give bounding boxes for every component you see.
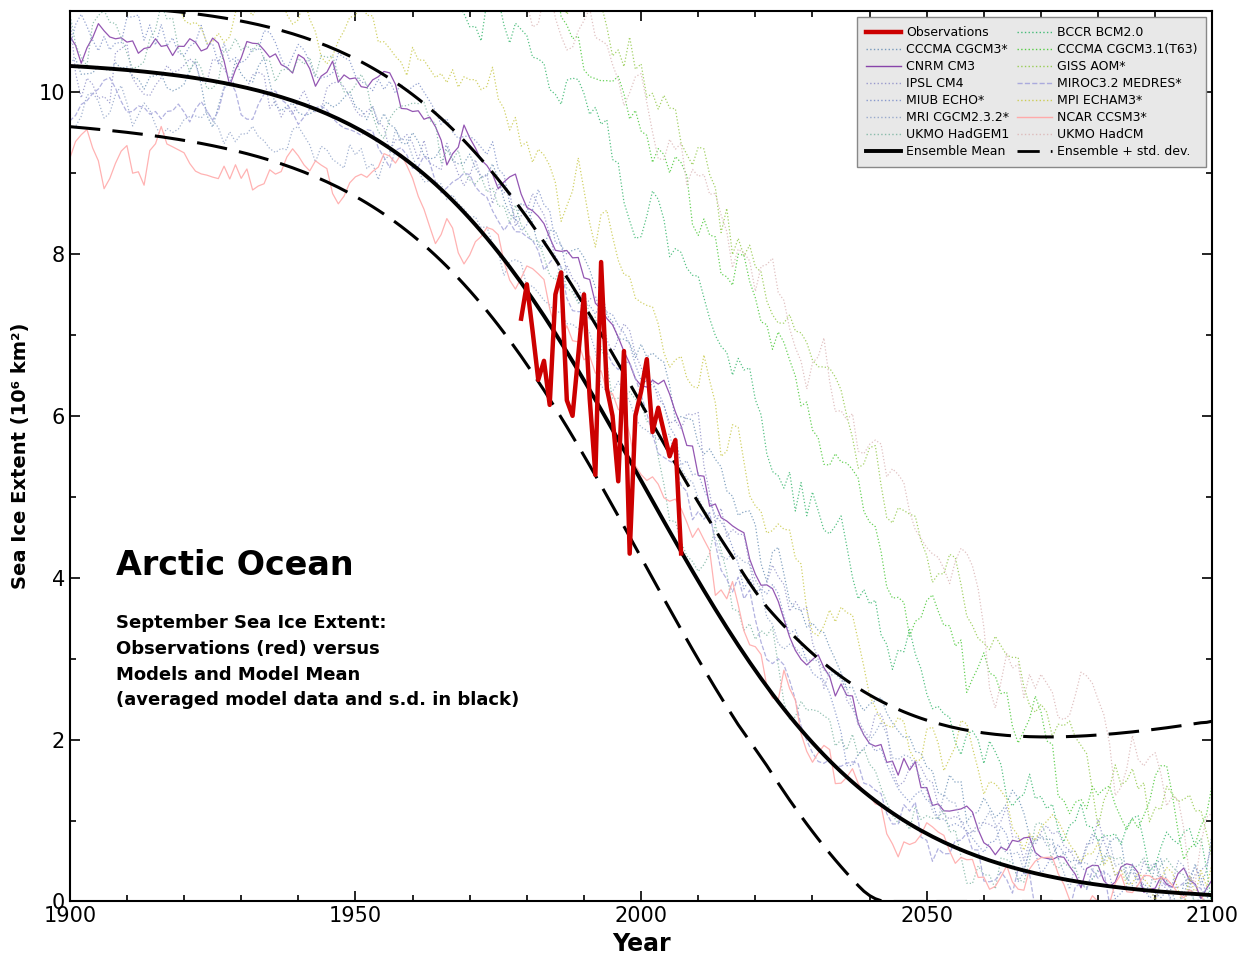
Y-axis label: Sea Ice Extent (10⁶ km²): Sea Ice Extent (10⁶ km²): [11, 323, 30, 590]
Text: September Sea Ice Extent:
Observations (red) versus
Models and Model Mean
(avera: September Sea Ice Extent: Observations (…: [115, 614, 519, 709]
Text: Arctic Ocean: Arctic Ocean: [115, 549, 354, 582]
X-axis label: Year: Year: [611, 932, 670, 956]
Legend: Observations, CCCMA CGCM3*, CNRM CM3, IPSL CM4, MIUB ECHO*, MRI CGCM2.3.2*, UKMO: Observations, CCCMA CGCM3*, CNRM CM3, IP…: [858, 17, 1206, 167]
